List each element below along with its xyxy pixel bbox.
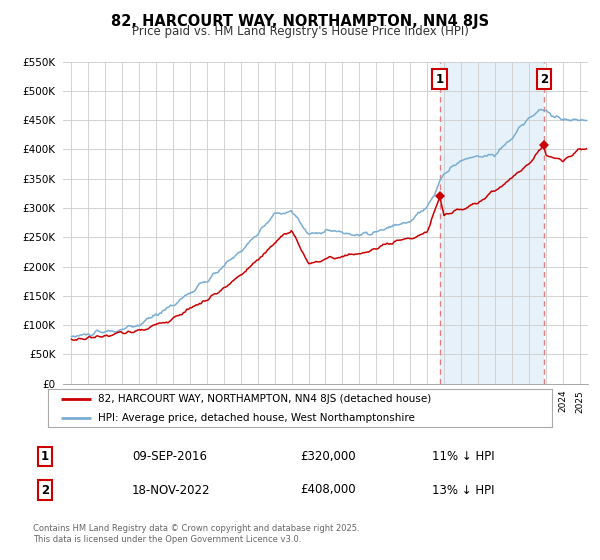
Text: £320,000: £320,000 bbox=[300, 450, 356, 463]
Text: 1: 1 bbox=[41, 450, 49, 463]
Text: 09-SEP-2016: 09-SEP-2016 bbox=[132, 450, 207, 463]
Text: 2: 2 bbox=[540, 73, 548, 86]
Text: Price paid vs. HM Land Registry's House Price Index (HPI): Price paid vs. HM Land Registry's House … bbox=[131, 25, 469, 38]
Text: 1: 1 bbox=[436, 73, 444, 86]
Text: 18-NOV-2022: 18-NOV-2022 bbox=[132, 483, 211, 497]
Text: 2: 2 bbox=[41, 483, 49, 497]
Text: Contains HM Land Registry data © Crown copyright and database right 2025.
This d: Contains HM Land Registry data © Crown c… bbox=[33, 524, 359, 544]
Text: £408,000: £408,000 bbox=[300, 483, 356, 497]
Text: 82, HARCOURT WAY, NORTHAMPTON, NN4 8JS: 82, HARCOURT WAY, NORTHAMPTON, NN4 8JS bbox=[111, 14, 489, 29]
Text: 13% ↓ HPI: 13% ↓ HPI bbox=[432, 483, 494, 497]
Text: 11% ↓ HPI: 11% ↓ HPI bbox=[432, 450, 494, 463]
Text: HPI: Average price, detached house, West Northamptonshire: HPI: Average price, detached house, West… bbox=[98, 413, 415, 423]
Text: 82, HARCOURT WAY, NORTHAMPTON, NN4 8JS (detached house): 82, HARCOURT WAY, NORTHAMPTON, NN4 8JS (… bbox=[98, 394, 431, 404]
Bar bbox=[440, 62, 544, 384]
